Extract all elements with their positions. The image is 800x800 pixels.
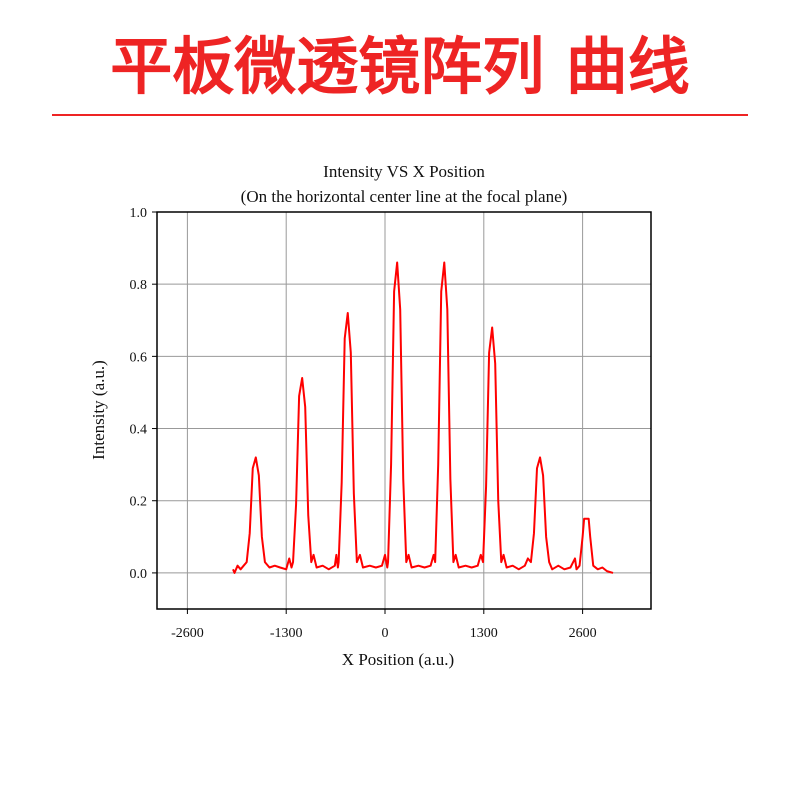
y-tick-label: 0.4 — [130, 423, 148, 438]
x-axis-label: X Position (a.u.) — [342, 650, 454, 669]
chart-subtitle: (On the horizontal center line at the fo… — [241, 187, 568, 206]
x-tick-label: -1300 — [270, 626, 303, 641]
chart-title: Intensity VS X Position — [323, 162, 485, 181]
x-tick-label: 2600 — [569, 626, 597, 641]
x-tick-label: -2600 — [171, 626, 204, 641]
x-tick-label: 0 — [382, 626, 389, 641]
y-axis-label: Intensity (a.u.) — [89, 360, 108, 460]
plot-frame — [156, 211, 652, 610]
y-tick-label: 0.8 — [130, 278, 148, 293]
y-tick-label: 0.0 — [130, 567, 148, 582]
y-tick-label: 0.2 — [130, 495, 148, 510]
y-tick-label: 1.0 — [130, 206, 148, 221]
data-line — [232, 261, 614, 574]
x-tick-label: 1300 — [470, 626, 498, 641]
y-tick-label: 0.6 — [130, 350, 148, 365]
header-title: 平板微透镜阵列 曲线 — [110, 30, 690, 103]
